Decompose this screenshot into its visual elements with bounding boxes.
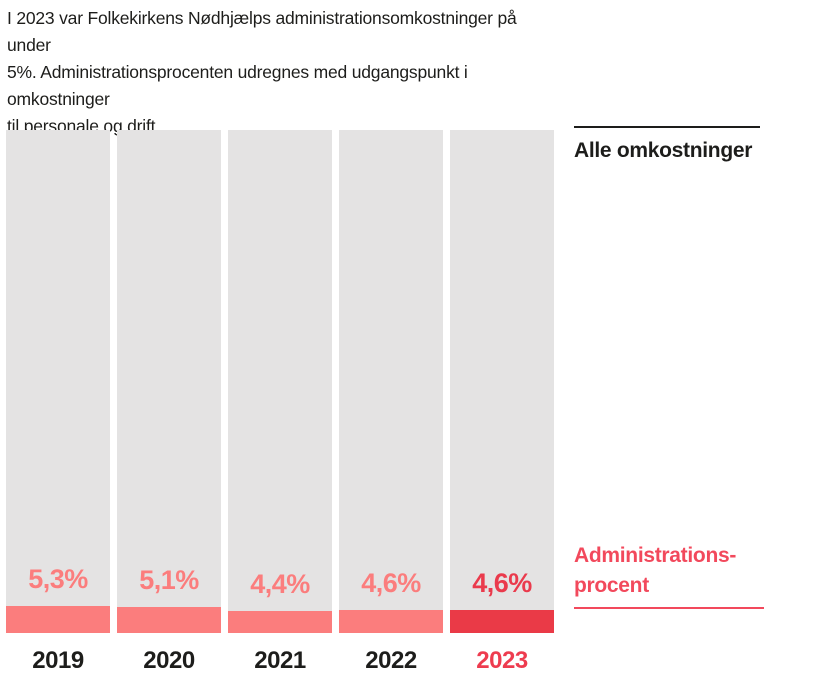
admin-percent-value-label: 5,1% [139, 565, 199, 595]
bar-column-2019: 5,3% 2019 [6, 130, 110, 675]
all-costs-bar: 4,4% [228, 130, 332, 633]
all-costs-bar: 4,6% [450, 130, 554, 633]
all-costs-bar: 5,1% [117, 130, 221, 633]
year-label: 2022 [365, 647, 417, 674]
intro-text: I 2023 var Folkekirkens Nødhjælps admini… [7, 5, 552, 140]
admin-percent-fill [117, 607, 221, 633]
intro-line-1: I 2023 var Folkekirkens Nødhjælps admini… [7, 8, 517, 55]
chart-legend: Alle omkostninger Administrations- proce… [574, 126, 766, 616]
admin-percent-rule [574, 607, 764, 609]
admin-percent-value-label: 5,3% [28, 564, 88, 594]
bar-column-2022: 4,6% 2022 [339, 130, 443, 675]
admin-percent-value-label: 4,4% [250, 569, 310, 599]
year-label: 2019 [32, 647, 84, 674]
year-label: 2020 [143, 647, 195, 674]
year-label: 2021 [254, 647, 306, 674]
year-label: 2023 [476, 647, 528, 674]
admin-percent-fill [6, 606, 110, 633]
admin-percent-label: Administrations- procent [574, 541, 736, 601]
all-costs-bar: 5,3% [6, 130, 110, 633]
admin-percent-value-label: 4,6% [472, 568, 532, 598]
all-costs-label: Alle omkostninger [574, 139, 753, 162]
bar-column-2021: 4,4% 2021 [228, 130, 332, 675]
admin-percent-label-line-1: Administrations- [574, 544, 737, 567]
bar-chart: 5,3% 2019 5,1% 2020 4,4% 2021 4,6% 2022 4,6% 2023 [6, 130, 554, 675]
admin-percent-value-label: 4,6% [361, 568, 421, 598]
admin-percent-fill [228, 611, 332, 633]
bar-column-2020: 5,1% 2020 [117, 130, 221, 675]
intro-line-2: 5%. Administrationsprocenten udregnes me… [7, 62, 468, 109]
admin-percent-fill [450, 610, 554, 633]
bar-column-2023: 4,6% 2023 [450, 130, 554, 675]
all-costs-rule [574, 126, 760, 128]
admin-percent-label-line-2: procent [574, 574, 649, 597]
admin-percent-fill [339, 610, 443, 633]
all-costs-bar: 4,6% [339, 130, 443, 633]
